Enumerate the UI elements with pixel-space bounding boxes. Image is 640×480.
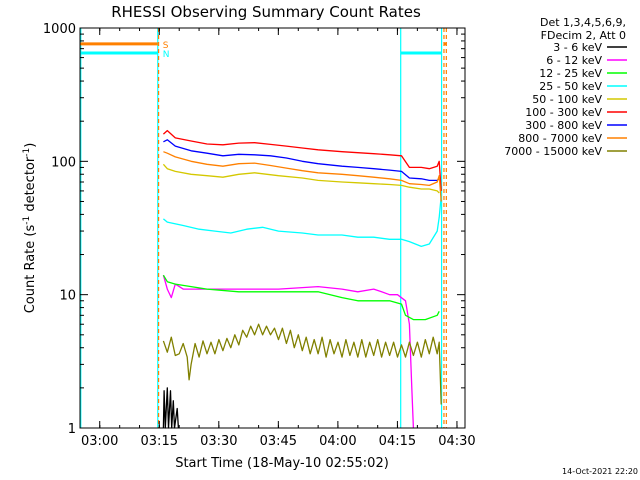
plot-area: SN (80, 28, 447, 429)
x-tick-label-5: 04:15 (379, 434, 416, 449)
series-line-8 (162, 323, 442, 405)
y-tick-label-2: 100 (51, 155, 76, 170)
footer-date: 14-Oct-2021 22:20 (562, 467, 638, 476)
legend-label-7: 800 - 7000 keV (518, 132, 602, 145)
series-line-7 (163, 151, 442, 202)
axes-frame (79, 27, 466, 429)
series-line-2 (162, 274, 440, 321)
x-tick-label-4: 04:00 (319, 434, 356, 449)
x-tick-label-2: 03:30 (200, 434, 237, 449)
y-tick-label-1: 10 (59, 289, 76, 304)
x-axis-label: Start Time (18-May-10 02:55:02) (175, 456, 389, 471)
axes: 03:00 03:15 03:30 03:45 04:00 04:15 04:30 1 10 10… (43, 22, 476, 449)
y-tick-label-0: 1 (68, 422, 76, 437)
series-line-3 (162, 195, 442, 248)
x-tick-label-3: 03:45 (260, 434, 297, 449)
y-axis-label: Count Rate (s-1 detector-1) (22, 143, 38, 314)
series-line-0 (162, 387, 180, 429)
legend-label-5: 100 - 300 keV (525, 106, 602, 119)
legend-header-line-1: Det 1,3,4,5,6,9, (540, 16, 626, 29)
series-line-5 (162, 129, 442, 191)
x-tick-label-6: 04:30 (438, 434, 475, 449)
legend-label-6: 300 - 800 keV (525, 119, 602, 132)
legend-header-line-2: FDecim 2, Att 0 (541, 29, 626, 42)
x-tick-label-0: 03:00 (81, 434, 118, 449)
flag-label-n: N (163, 50, 170, 60)
flag-label-s: S (163, 41, 169, 51)
legend-label-1: 6 - 12 keV (546, 54, 602, 67)
legend-label-8: 7000 - 15000 keV (504, 145, 602, 158)
series-line-4 (162, 163, 440, 194)
legend-label-4: 50 - 100 keV (532, 93, 602, 106)
legend-label-0: 3 - 6 keV (553, 41, 602, 54)
y-tick-label-3: 1000 (43, 22, 76, 37)
chart-title: RHESSI Observing Summary Count Rates (111, 3, 421, 21)
legend-label-3: 25 - 50 keV (539, 80, 602, 93)
legend-label-2: 12 - 25 keV (539, 67, 602, 80)
x-tick-label-1: 03:15 (141, 434, 178, 449)
series-line-6 (163, 139, 440, 182)
